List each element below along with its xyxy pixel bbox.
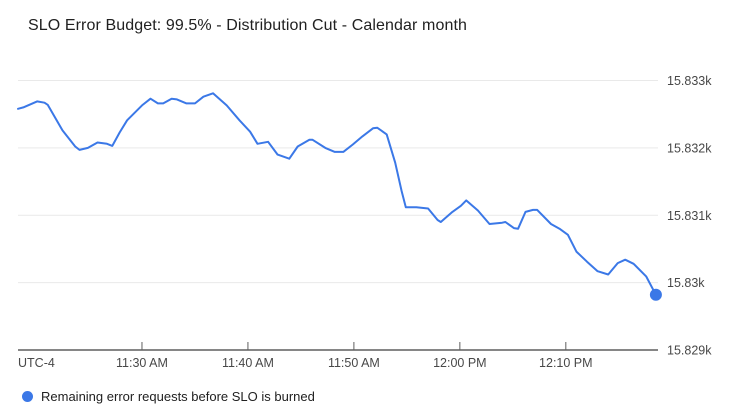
y-axis-label: 15.832k [667,141,712,155]
legend-series-dot-icon [22,390,33,402]
x-axis-label: 11:40 AM [222,356,274,370]
y-axis-label: 15.829k [667,344,712,358]
x-axis-label: 12:00 PM [433,356,487,370]
x-axis-label: 12:10 PM [539,356,593,370]
x-axis-label: 11:30 AM [116,356,168,370]
series-end-point-marker [649,288,662,301]
legend-item[interactable]: Remaining error requests before SLO is b… [22,388,315,404]
x-axis-label: 11:50 AM [328,356,380,370]
y-axis-label: 15.831k [667,209,712,223]
chart-title: SLO Error Budget: 99.5% - Distribution C… [28,17,467,34]
y-axis-label: 15.833k [667,74,712,88]
legend-series-label: Remaining error requests before SLO is b… [41,388,315,404]
y-axis-label: 15.83k [667,276,705,290]
plot-area[interactable]: 15.833k 15.832k 15.831k 15.83k 15.829k 11:30 … [0,0,732,380]
series-line [17,92,657,296]
timezone-label: UTC-4 [18,356,55,370]
